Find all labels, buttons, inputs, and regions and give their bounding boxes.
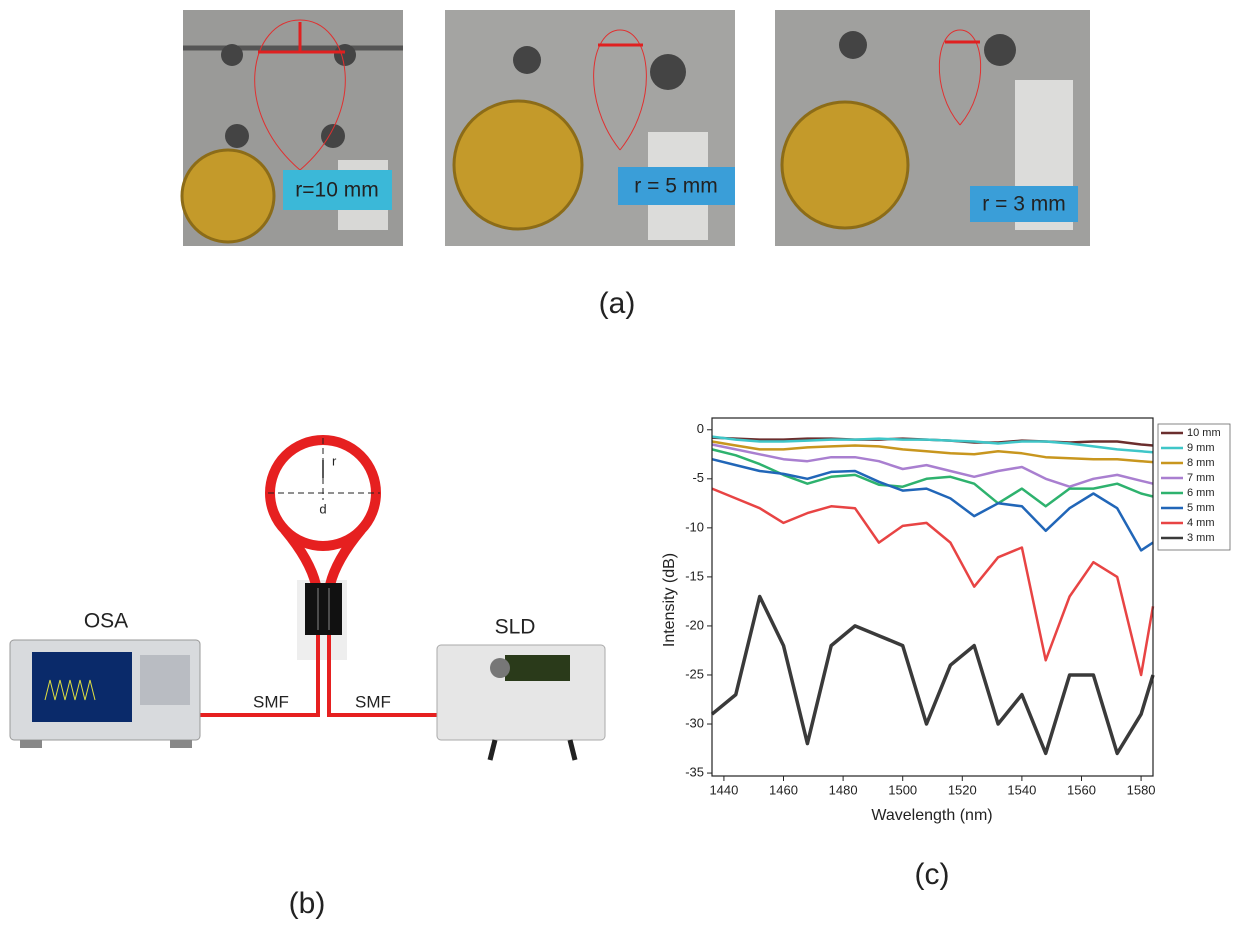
legend-box bbox=[1157, 423, 1231, 551]
series-line bbox=[711, 487, 1155, 677]
series-line bbox=[711, 448, 1154, 508]
y-tick-label: -15 bbox=[685, 568, 704, 583]
device-label: OSA bbox=[84, 610, 128, 633]
photo-label: r = 3 mm bbox=[982, 193, 1065, 216]
photo bbox=[445, 10, 735, 246]
x-tick-label: 1460 bbox=[769, 782, 798, 797]
plot-frame bbox=[711, 417, 1154, 777]
photo-label: r=10 mm bbox=[295, 179, 378, 202]
y-tick-label: -35 bbox=[685, 764, 704, 779]
label-box bbox=[283, 170, 392, 210]
label-box bbox=[618, 167, 735, 205]
legend-label: 10 mm bbox=[1187, 427, 1221, 439]
series-line bbox=[711, 440, 1154, 464]
series-line bbox=[711, 457, 1154, 552]
y-axis-label: Intensity (dB) bbox=[661, 553, 678, 647]
legend-label: 5 mm bbox=[1187, 502, 1215, 514]
photo bbox=[180, 10, 403, 246]
legend-label: 8 mm bbox=[1187, 457, 1215, 469]
x-tick-label: 1440 bbox=[709, 782, 738, 797]
radius-label: r bbox=[332, 453, 337, 468]
diameter-label: d bbox=[319, 501, 326, 516]
series-line bbox=[711, 443, 1154, 488]
legend-label: 9 mm bbox=[1187, 442, 1215, 454]
x-tick-label: 1540 bbox=[1007, 782, 1036, 797]
label-box bbox=[970, 186, 1078, 222]
y-tick-label: -30 bbox=[685, 715, 704, 730]
legend-label: 4 mm bbox=[1187, 517, 1215, 529]
y-tick-label: -10 bbox=[685, 519, 704, 534]
x-axis-label: Wavelength (nm) bbox=[871, 807, 992, 824]
x-tick-label: 1500 bbox=[888, 782, 917, 797]
legend-label: 3 mm bbox=[1187, 532, 1215, 544]
photo-label: r = 5 mm bbox=[634, 175, 717, 198]
y-tick-label: -5 bbox=[692, 470, 704, 485]
setup-diagram bbox=[9, 435, 606, 761]
caption: (b) bbox=[289, 887, 326, 920]
y-tick-label: -25 bbox=[685, 666, 704, 681]
x-tick-label: 1560 bbox=[1067, 782, 1096, 797]
spectrum-chart: 1440 1460 1480 1500 1520 1540 1560 1580 0 -5 -10 -1… bbox=[685, 417, 1231, 797]
fiber-label: SMF bbox=[355, 692, 391, 711]
y-tick-label: -20 bbox=[685, 617, 704, 632]
device-label: SLD bbox=[495, 616, 536, 639]
x-tick-label: 1520 bbox=[948, 782, 977, 797]
x-tick-label: 1580 bbox=[1127, 782, 1156, 797]
series-line bbox=[711, 435, 1154, 454]
legend-label: 7 mm bbox=[1187, 472, 1215, 484]
fiber-label: SMF bbox=[253, 692, 289, 711]
caption: (c) bbox=[915, 858, 950, 891]
caption: (a) bbox=[599, 287, 636, 320]
legend-label: 6 mm bbox=[1187, 487, 1215, 499]
y-tick-label: 0 bbox=[697, 421, 704, 436]
series-line bbox=[710, 594, 1155, 756]
x-tick-label: 1480 bbox=[829, 782, 858, 797]
